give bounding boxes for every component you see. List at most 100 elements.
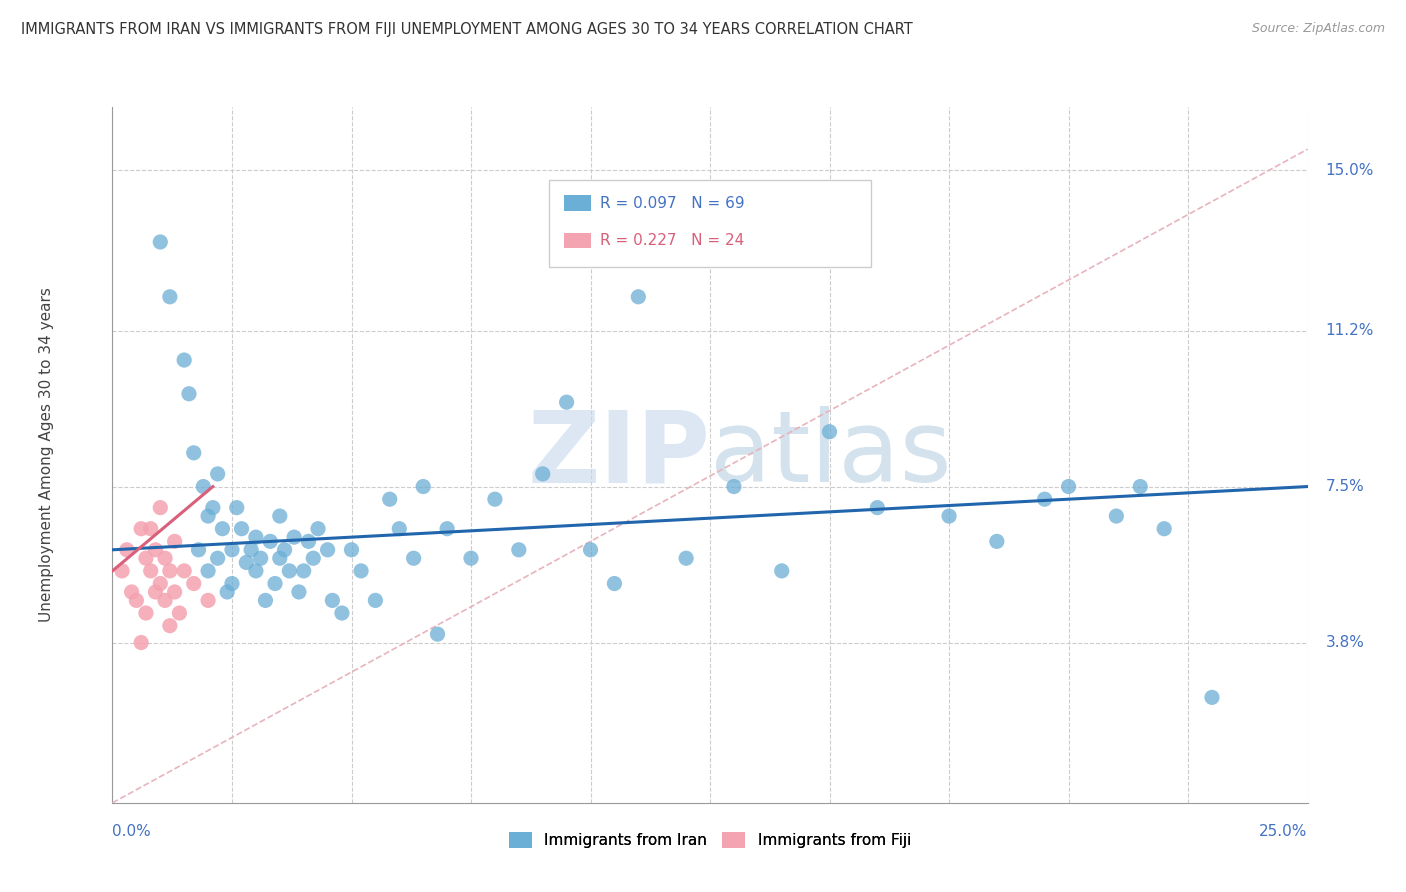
Point (225, 500, 247, 515)
Point (149, 500, 172, 515)
Point (273, 542, 295, 557)
Point (278, 564, 301, 578)
Point (460, 551, 482, 566)
FancyBboxPatch shape (564, 233, 591, 248)
Point (269, 551, 291, 566)
Point (121, 585, 143, 599)
Point (603, 576, 626, 591)
Point (159, 290, 181, 304)
Point (153, 593, 176, 607)
Point (115, 542, 138, 557)
Point (145, 585, 167, 599)
Text: 7.5%: 7.5% (1326, 479, 1364, 494)
Text: 3.8%: 3.8% (1326, 635, 1364, 650)
Point (169, 606, 191, 620)
Legend: Immigrants from Iran, Immigrants from Fiji: Immigrants from Iran, Immigrants from Fi… (503, 826, 917, 855)
Point (579, 542, 602, 557)
Point (197, 564, 219, 578)
Point (484, 492, 506, 507)
Point (259, 534, 281, 549)
Text: Unemployment Among Ages 30 to 34 years: Unemployment Among Ages 30 to 34 years (39, 287, 55, 623)
Point (193, 479, 215, 493)
FancyBboxPatch shape (564, 195, 591, 211)
Point (201, 500, 224, 515)
Point (173, 353, 195, 368)
Point (866, 500, 889, 515)
Point (221, 576, 243, 591)
Text: R = 0.227   N = 24: R = 0.227 N = 24 (600, 233, 744, 248)
Point (217, 585, 239, 599)
Text: atlas: atlas (710, 407, 952, 503)
Point (283, 530, 305, 544)
Point (149, 235, 172, 249)
Text: Source: ZipAtlas.com: Source: ZipAtlas.com (1251, 22, 1385, 36)
Point (402, 551, 425, 566)
Point (297, 534, 319, 549)
Point (240, 542, 263, 557)
Text: 25.0%: 25.0% (1260, 823, 1308, 838)
Point (770, 564, 793, 578)
Point (139, 522, 162, 536)
Point (378, 492, 401, 507)
Point (254, 593, 277, 607)
Text: ZIP: ZIP (527, 407, 710, 503)
Point (183, 576, 205, 591)
Point (302, 551, 325, 566)
Point (531, 467, 554, 481)
Text: 15.0%: 15.0% (1326, 163, 1374, 178)
Point (340, 542, 363, 557)
Point (330, 606, 353, 620)
Text: 0.0%: 0.0% (112, 823, 152, 838)
Point (264, 576, 287, 591)
Point (207, 467, 229, 481)
Point (111, 564, 134, 578)
Point (436, 522, 458, 536)
Point (129, 522, 152, 536)
Point (245, 530, 267, 544)
Point (135, 551, 157, 566)
Point (177, 386, 200, 401)
Point (388, 522, 411, 536)
Point (555, 395, 578, 409)
Point (292, 564, 315, 578)
Point (426, 627, 449, 641)
Point (316, 542, 339, 557)
Point (245, 564, 267, 578)
Point (938, 509, 960, 524)
Point (207, 551, 229, 566)
Text: IMMIGRANTS FROM IRAN VS IMMIGRANTS FROM FIJI UNEMPLOYMENT AMONG AGES 30 TO 34 YE: IMMIGRANTS FROM IRAN VS IMMIGRANTS FROM … (21, 22, 912, 37)
Point (364, 593, 387, 607)
Point (221, 542, 243, 557)
Point (129, 635, 152, 649)
Point (163, 534, 186, 549)
Point (149, 576, 172, 591)
Point (197, 509, 219, 524)
Point (1057, 479, 1080, 493)
Text: 11.2%: 11.2% (1326, 323, 1374, 338)
Point (249, 551, 271, 566)
Point (163, 585, 186, 599)
Point (412, 479, 434, 493)
Point (1201, 690, 1223, 705)
Point (321, 593, 343, 607)
Point (211, 522, 233, 536)
Point (269, 509, 291, 524)
Point (1129, 479, 1152, 493)
FancyBboxPatch shape (548, 180, 872, 267)
Point (235, 556, 257, 570)
Point (288, 585, 311, 599)
Point (173, 564, 195, 578)
Point (159, 618, 181, 632)
Point (145, 542, 167, 557)
Point (1105, 509, 1128, 524)
Point (231, 522, 253, 536)
Point (159, 564, 181, 578)
Point (139, 564, 162, 578)
Text: R = 0.097   N = 69: R = 0.097 N = 69 (600, 195, 745, 211)
Point (135, 606, 157, 620)
Point (675, 551, 697, 566)
Point (183, 446, 205, 460)
Point (197, 593, 219, 607)
Point (350, 564, 373, 578)
Point (125, 593, 148, 607)
